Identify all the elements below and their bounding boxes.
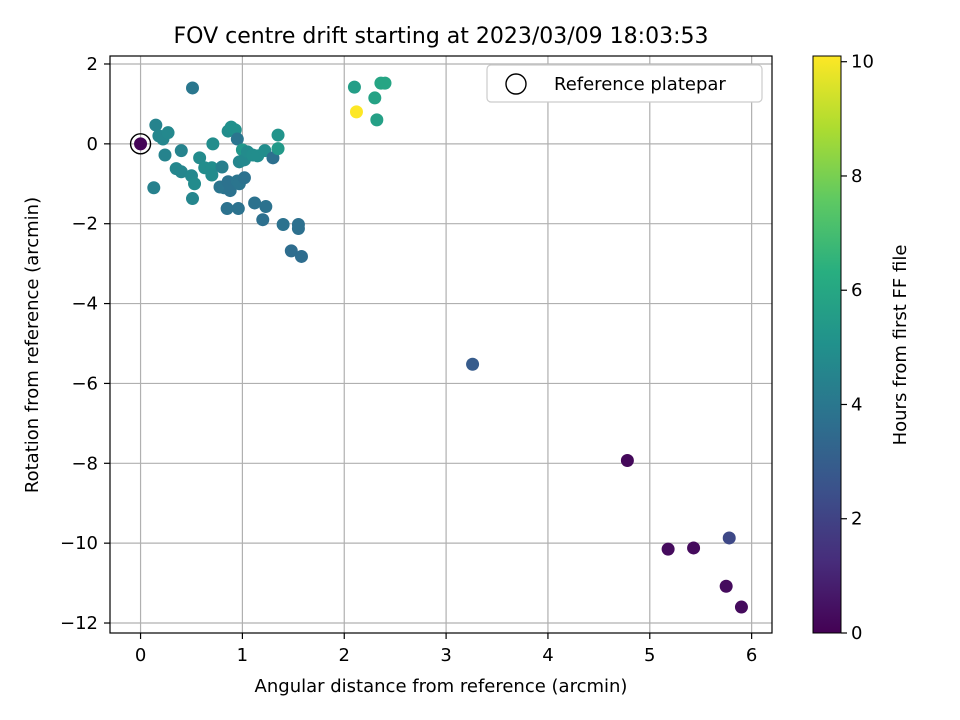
x-axis-ticks: 0 1 2 3 4 5 6 xyxy=(135,633,757,666)
x-tick-label: 3 xyxy=(440,645,451,666)
scatter-point xyxy=(347,80,361,94)
scatter-point xyxy=(205,168,219,182)
scatter-point xyxy=(294,249,308,263)
y-tick-label: 2 xyxy=(87,54,98,75)
legend: Reference platepar xyxy=(486,64,763,103)
x-tick-label: 1 xyxy=(237,645,248,666)
y-tick-label: −2 xyxy=(71,214,98,235)
x-tick-label: 0 xyxy=(135,645,146,666)
colorbar-tick-label: 6 xyxy=(851,280,862,301)
scatter-point xyxy=(661,542,675,556)
scatter-point xyxy=(276,218,290,232)
scatter-point xyxy=(620,453,634,467)
y-tick-label: −6 xyxy=(71,373,98,394)
scatter-point xyxy=(248,196,262,210)
x-tick-label: 2 xyxy=(339,645,350,666)
colorbar-label: Hours from first FF file xyxy=(890,245,911,446)
colorbar-gradient xyxy=(812,55,842,634)
colorbar-tick-label: 4 xyxy=(851,394,862,415)
scatter-point xyxy=(134,137,148,151)
x-tick-label: 5 xyxy=(644,645,655,666)
y-tick-label: −10 xyxy=(60,533,98,554)
scatter-point xyxy=(734,600,748,614)
scatter-point xyxy=(256,213,270,227)
x-tick-label: 6 xyxy=(746,645,757,666)
chart-title: FOV centre drift starting at 2023/03/09 … xyxy=(174,24,709,49)
scatter-point xyxy=(284,244,298,258)
y-axis-ticks: 2 0 −2 −4 −6 −8 −10 −12 xyxy=(60,54,110,634)
scatter-point xyxy=(215,160,229,174)
scatter-point xyxy=(687,541,701,555)
scatter-point xyxy=(149,118,163,132)
scatter-point xyxy=(291,222,305,236)
scatter-point xyxy=(378,76,392,90)
reference-marker xyxy=(129,133,152,155)
colorbar-tick-label: 10 xyxy=(851,52,874,73)
scatter-point xyxy=(722,531,736,545)
scatter-point xyxy=(220,202,234,216)
y-tick-label: −8 xyxy=(71,453,98,474)
scatter-point xyxy=(147,181,161,195)
scatter-point xyxy=(349,105,363,119)
scatter-point xyxy=(174,165,188,179)
scatter-point xyxy=(259,200,273,214)
scatter-point xyxy=(174,144,188,158)
legend-marker xyxy=(505,73,527,95)
y-tick-label: −4 xyxy=(71,294,98,315)
scatter-point xyxy=(466,357,480,371)
plot-frame xyxy=(109,55,773,634)
reference-platepar-marker xyxy=(129,133,152,155)
scatter-point xyxy=(185,192,199,206)
scatter-point xyxy=(161,126,175,140)
colorbar-tick-label: 8 xyxy=(851,166,862,187)
scatter-point xyxy=(223,184,237,198)
scatter-point xyxy=(188,177,202,191)
scatter-point xyxy=(719,579,733,593)
scatter-point xyxy=(185,81,199,95)
scatter-point xyxy=(368,91,382,105)
colorbar-tick-label: 2 xyxy=(851,509,862,530)
scatter-point xyxy=(237,171,251,185)
scatter-point xyxy=(193,151,207,165)
scatter-point xyxy=(271,142,285,156)
y-axis-label: Rotation from reference (arcmin) xyxy=(22,197,43,493)
scatter-point xyxy=(370,113,384,127)
legend-box xyxy=(486,64,763,103)
data-points xyxy=(134,76,748,614)
colorbar: 0 2 4 6 8 10 Hours from first FF file xyxy=(812,52,911,644)
scatter-point xyxy=(206,137,220,151)
scatter-point xyxy=(158,148,172,162)
y-tick-label: −12 xyxy=(60,613,98,634)
grid-lines xyxy=(110,56,772,633)
scatter-point xyxy=(271,128,285,142)
legend-entry-reference: Reference platepar xyxy=(554,74,726,95)
colorbar-ticks: 0 2 4 6 8 10 xyxy=(841,52,874,644)
x-axis-label: Angular distance from reference (arcmin) xyxy=(255,676,628,697)
y-tick-label: 0 xyxy=(87,134,98,155)
colorbar-tick-label: 0 xyxy=(851,623,862,644)
scatter-point xyxy=(231,202,245,216)
scatter-point xyxy=(230,132,244,146)
x-tick-label: 4 xyxy=(542,645,553,666)
